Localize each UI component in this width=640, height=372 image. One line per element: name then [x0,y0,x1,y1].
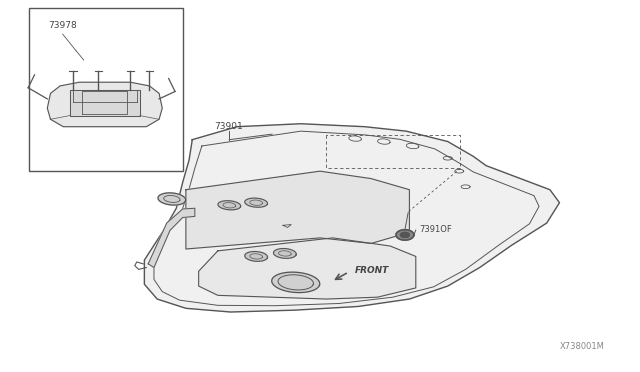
Text: 73901: 73901 [214,122,243,131]
Polygon shape [396,230,414,240]
Polygon shape [158,193,186,205]
Text: 7391OF: 7391OF [419,225,452,234]
Polygon shape [47,82,163,127]
Text: X738001M: X738001M [559,342,604,351]
Polygon shape [148,208,195,267]
Polygon shape [272,272,320,292]
Polygon shape [145,124,559,312]
Polygon shape [244,198,268,207]
Polygon shape [70,90,140,116]
Polygon shape [186,171,410,249]
Polygon shape [244,251,268,261]
Polygon shape [401,232,410,237]
Polygon shape [273,248,296,259]
Bar [29,8,182,171]
Text: FRONT: FRONT [355,266,389,275]
Text: 73978: 73978 [49,22,77,31]
Polygon shape [198,238,416,299]
Polygon shape [218,201,241,210]
